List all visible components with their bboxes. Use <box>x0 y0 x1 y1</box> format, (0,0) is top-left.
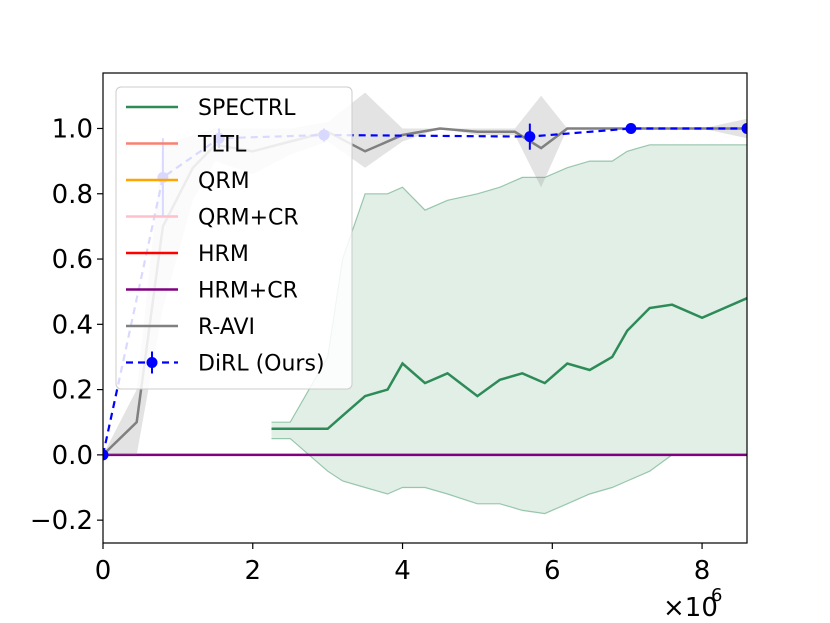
axes-frame <box>102 72 748 544</box>
y-tick-label: 0.0 <box>52 441 93 471</box>
x-multiplier-exponent: 6 <box>711 585 722 606</box>
y-tick-label: 0.6 <box>52 245 93 275</box>
legend-label-spectrl: SPECTRL <box>198 96 296 121</box>
dirl-ours-point <box>741 122 747 134</box>
legend-label-qrm-cr: QRM+CR <box>198 206 299 231</box>
legend-label-hrm: HRM <box>198 242 249 267</box>
y-tick-label: 0.2 <box>52 376 93 406</box>
y-tick-label: 1.0 <box>52 114 93 144</box>
dirl-ours-point <box>625 122 637 134</box>
legend-swatch-marker-dirl-ours <box>146 357 158 368</box>
legend-label-r-avi: R-AVI <box>198 315 255 340</box>
legend-box <box>115 86 353 390</box>
x-tick-label: 2 <box>244 556 261 586</box>
spectrl-band <box>271 144 747 514</box>
x-tick-label: 8 <box>694 556 711 586</box>
x-tick-label: 0 <box>95 556 112 586</box>
spectrl-line <box>271 297 747 431</box>
legend-label-tltl: TLTL <box>197 133 247 158</box>
x-tick-label: 6 <box>544 556 561 586</box>
legend-label-dirl-ours: DiRL (Ours) <box>198 352 325 377</box>
axes: 0 2 4 6 8 −0.2 0.0 0.2 0.4 0.6 0.8 1.0 <box>30 72 748 586</box>
y-tick-label: −0.2 <box>30 506 93 536</box>
legend-label-hrm-cr: HRM+CR <box>198 279 298 304</box>
x-multiplier-label: ×10 <box>663 593 718 623</box>
spectrl-band-upper-line <box>271 144 747 423</box>
spectrl-band-lower-line <box>271 438 747 515</box>
dirl-ours-point <box>524 131 536 143</box>
y-tick-label: 0.8 <box>52 180 93 210</box>
x-tick-label: 4 <box>394 556 411 586</box>
dirl-ours-point <box>103 449 109 461</box>
legend-label-qrm: QRM <box>198 169 250 194</box>
legend: SPECTRL TLTL QRM QRM+CR HRM HRM+CR R-AVI DiRL (… <box>115 86 353 390</box>
y-tick-label: 0.4 <box>52 310 93 340</box>
